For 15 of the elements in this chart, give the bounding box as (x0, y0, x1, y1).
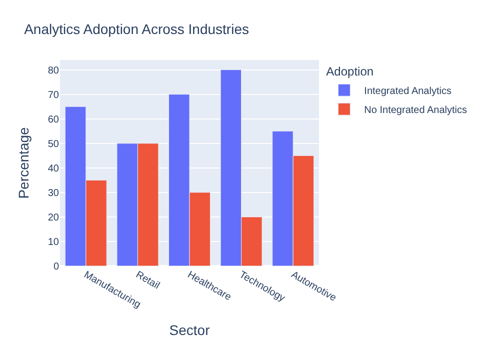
y-tick-label: 60 (48, 114, 60, 126)
y-tick-label: 80 (48, 65, 60, 76)
y-tick-label: 20 (48, 212, 60, 224)
y-tick-label: 10 (48, 236, 60, 248)
y-tick-label: 50 (48, 138, 60, 150)
x-axis-title: Sector (169, 322, 210, 338)
y-tick-label: 40 (48, 163, 60, 174)
chart-title: Analytics Adoption Across Industries (24, 20, 250, 37)
y-axis-title: Percentage (15, 126, 32, 199)
y-tick-label: 0 (53, 262, 60, 272)
legend-label: Integrated Analytics (364, 86, 452, 97)
legend-label: No Integrated Analytics (364, 105, 468, 116)
legend-title: Adoption (326, 64, 374, 79)
y-tick-label: 70 (48, 90, 60, 101)
y-tick-label: 30 (48, 188, 60, 199)
